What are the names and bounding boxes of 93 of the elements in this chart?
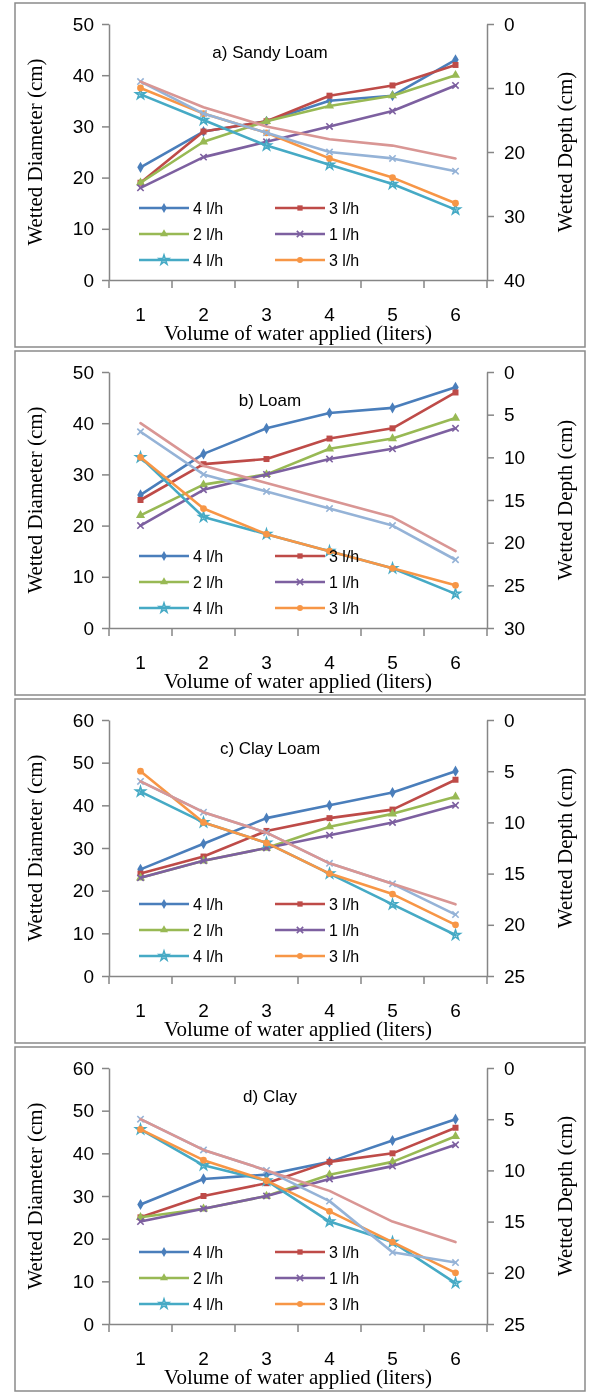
y-tick-label: 0 xyxy=(83,1313,94,1335)
y-axis-title: Wetted Diameter (cm) xyxy=(23,1102,47,1290)
y2-tick-label: 10 xyxy=(504,446,526,468)
legend-label: 4 l/h xyxy=(193,252,224,269)
legend-label: 3 l/h xyxy=(329,1244,360,1261)
y-tick-label: 0 xyxy=(83,965,94,987)
legend-label: 4 l/h xyxy=(193,1244,224,1261)
x-tick-label: 6 xyxy=(450,652,461,674)
y2-tick-label: 15 xyxy=(504,489,526,511)
y2-tick-label: 10 xyxy=(504,77,526,99)
y-tick-label: 10 xyxy=(72,922,94,944)
x-tick-label: 1 xyxy=(135,1348,146,1370)
x-tick-label: 6 xyxy=(450,1000,461,1022)
y-tick-label: 10 xyxy=(72,566,94,588)
y-axis-title: Wetted Diameter (cm) xyxy=(23,406,47,594)
y2-tick-label: 5 xyxy=(504,1108,515,1130)
legend-label: 3 l/h xyxy=(329,200,360,217)
y-tick-label: 50 xyxy=(72,361,94,383)
legend-label: 4 l/h xyxy=(193,600,224,617)
y-tick-label: 10 xyxy=(72,1270,94,1292)
legend-label: 4 l/h xyxy=(193,1296,224,1313)
y2-axis-title: Wetted Depth (cm) xyxy=(553,71,577,233)
y2-tick-label: 20 xyxy=(504,532,526,554)
y2-tick-label: 15 xyxy=(504,863,526,885)
y2-tick-label: 15 xyxy=(504,1211,526,1233)
y-axis-title: Wetted Diameter (cm) xyxy=(23,58,47,246)
y2-tick-label: 0 xyxy=(504,1057,515,1079)
y2-tick-label: 0 xyxy=(504,709,515,731)
y2-tick-label: 5 xyxy=(504,404,515,426)
y-tick-label: 60 xyxy=(72,709,94,731)
y-tick-label: 20 xyxy=(72,167,94,189)
y-tick-label: 60 xyxy=(72,1057,94,1079)
legend-label: 1 l/h xyxy=(329,1270,360,1287)
y-tick-label: 30 xyxy=(72,115,94,137)
legend-label: 4 l/h xyxy=(193,200,224,217)
legend-label: 3 l/h xyxy=(329,600,360,617)
legend-label: 1 l/h xyxy=(329,922,360,939)
text: c) Clay Loam xyxy=(219,739,321,758)
y2-tick-label: 30 xyxy=(504,205,526,227)
legend-label: 2 l/h xyxy=(193,574,224,591)
y-tick-label: 20 xyxy=(72,1228,94,1250)
legend-label: 2 l/h xyxy=(193,226,224,243)
legend-label: 4 l/h xyxy=(193,896,224,913)
y-tick-label: 30 xyxy=(72,1185,94,1207)
legend-label: 3 l/h xyxy=(329,1296,360,1313)
y-axis-title: Wetted Diameter (cm) xyxy=(23,754,47,942)
y-tick-label: 30 xyxy=(72,463,94,485)
x-tick-label: 1 xyxy=(135,1000,146,1022)
legend-label: 3 l/h xyxy=(329,948,360,965)
y-tick-label: 50 xyxy=(72,13,94,35)
y-tick-label: 40 xyxy=(72,1142,94,1164)
y2-tick-label: 25 xyxy=(504,965,526,987)
text: d) Clay xyxy=(243,1087,298,1106)
y2-axis-title: Wetted Depth (cm) xyxy=(553,419,577,581)
y2-tick-label: 25 xyxy=(504,574,526,596)
legend-label: 1 l/h xyxy=(329,226,360,243)
y-tick-label: 0 xyxy=(83,617,94,639)
y-tick-label: 20 xyxy=(72,515,94,537)
y2-tick-label: 10 xyxy=(504,1159,526,1181)
y2-tick-label: 0 xyxy=(504,13,515,35)
x-tick-label: 1 xyxy=(135,652,146,674)
y-tick-label: 40 xyxy=(72,64,94,86)
legend-label: 1 l/h xyxy=(329,574,360,591)
y2-tick-label: 0 xyxy=(504,361,515,383)
x-tick-label: 6 xyxy=(450,1348,461,1370)
y-tick-label: 0 xyxy=(83,269,94,291)
legend-label: 2 l/h xyxy=(193,1270,224,1287)
legend-label: 4 l/h xyxy=(193,548,224,565)
legend-label: 4 l/h xyxy=(193,948,224,965)
y2-axis-title: Wetted Depth (cm) xyxy=(553,767,577,929)
y-tick-label: 30 xyxy=(72,837,94,859)
y2-tick-label: 10 xyxy=(504,811,526,833)
y-tick-label: 20 xyxy=(72,880,94,902)
y-tick-label: 40 xyxy=(72,412,94,434)
y2-tick-label: 20 xyxy=(504,914,526,936)
text: b) Loam xyxy=(238,391,302,410)
y2-tick-label: 20 xyxy=(504,141,526,163)
legend-label: 3 l/h xyxy=(329,896,360,913)
y2-tick-label: 40 xyxy=(504,269,526,291)
x-tick-label: 1 xyxy=(135,304,146,326)
text: a) Sandy Loam xyxy=(212,43,328,62)
y2-tick-label: 20 xyxy=(504,1262,526,1284)
y-tick-label: 50 xyxy=(72,1100,94,1122)
y2-tick-label: 25 xyxy=(504,1313,526,1335)
x-tick-label: 6 xyxy=(450,304,461,326)
legend-label: 2 l/h xyxy=(193,922,224,939)
y-tick-label: 10 xyxy=(72,218,94,240)
y-tick-label: 40 xyxy=(72,794,94,816)
y2-tick-label: 30 xyxy=(504,617,526,639)
y2-tick-label: 5 xyxy=(504,760,515,782)
legend-label: 3 l/h xyxy=(329,252,360,269)
y-tick-label: 50 xyxy=(72,752,94,774)
y2-axis-title: Wetted Depth (cm) xyxy=(553,1115,577,1277)
